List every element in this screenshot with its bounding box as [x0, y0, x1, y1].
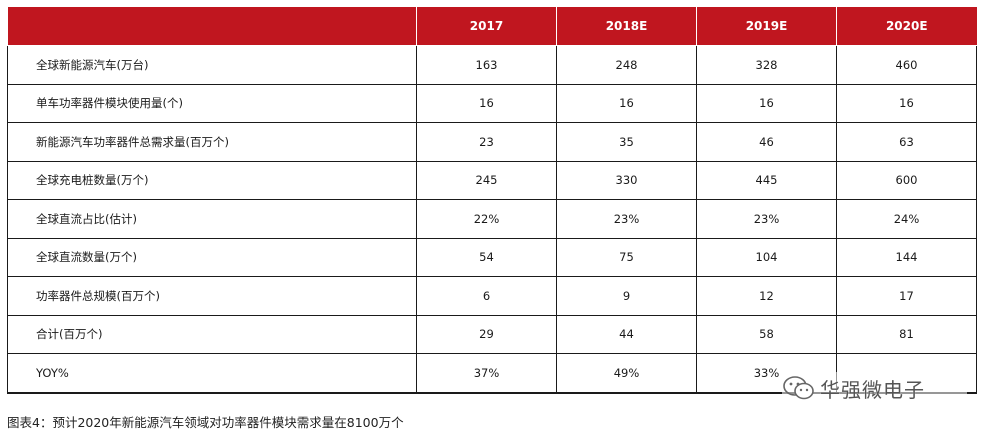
- table-cell: 23%: [696, 199, 837, 239]
- table-row: 新能源汽车功率器件总需求量(百万个) 23 35 46 63: [7, 122, 977, 162]
- watermark-text: 华强微电子: [820, 377, 925, 402]
- table-cell: 460: [836, 45, 977, 85]
- table-cell: 54: [416, 237, 557, 277]
- watermark: 华强微电子: [782, 372, 967, 404]
- table-cell: 24%: [836, 199, 977, 239]
- header-row: 2017 2018E 2019E 2020E: [7, 7, 977, 46]
- table-cell: 16: [416, 83, 557, 123]
- row-label: 全球直流占比(估计): [7, 199, 417, 239]
- row-label: 全球新能源汽车(万台): [7, 45, 417, 85]
- table-cell: 17: [836, 276, 977, 316]
- table-cell: 328: [696, 45, 837, 85]
- table-cell: 81: [836, 314, 977, 354]
- table-row: 单车功率器件模块使用量(个) 16 16 16 16: [7, 83, 977, 123]
- table-cell: 23%: [556, 199, 697, 239]
- table-cell: 22%: [416, 199, 557, 239]
- table-cell: 37%: [416, 353, 557, 394]
- table-cell: 600: [836, 160, 977, 200]
- table-row: 全球直流占比(估计) 22% 23% 23% 24%: [7, 199, 977, 239]
- table-cell: 144: [836, 237, 977, 277]
- table-cell: 63: [836, 122, 977, 162]
- table-row: 全球新能源汽车(万台) 163 248 328 460: [7, 45, 977, 85]
- table-row: 全球充电桩数量(万个) 245 330 445 600: [7, 160, 977, 200]
- row-label: 合计(百万个): [7, 314, 417, 354]
- table-cell: 23: [416, 122, 557, 162]
- table-cell: 248: [556, 45, 697, 85]
- table-cell: 75: [556, 237, 697, 277]
- header-cell-2018e: 2018E: [556, 7, 697, 46]
- row-label: YOY%: [7, 353, 417, 394]
- table-cell: 16: [556, 83, 697, 123]
- table-cell: 44: [556, 314, 697, 354]
- table-cell: 245: [416, 160, 557, 200]
- table-row: 全球直流数量(万个) 54 75 104 144: [7, 237, 977, 277]
- row-label: 全球充电桩数量(万个): [7, 160, 417, 200]
- wechat-icon: [783, 376, 814, 400]
- header-cell-label: [7, 7, 417, 46]
- table-cell: 12: [696, 276, 837, 316]
- table-cell: 445: [696, 160, 837, 200]
- table-cell: 46: [696, 122, 837, 162]
- table-cell: 104: [696, 237, 837, 277]
- table-cell: 9: [556, 276, 697, 316]
- table-cell: 16: [836, 83, 977, 123]
- header-cell-2020e: 2020E: [836, 7, 977, 46]
- header-cell-2019e: 2019E: [696, 7, 837, 46]
- table-cell: 35: [556, 122, 697, 162]
- table-cell: 29: [416, 314, 557, 354]
- figure-caption: 图表4：预计2020年新能源汽车领域对功率器件模块需求量在8100万个: [7, 415, 404, 430]
- table-cell: 49%: [556, 353, 697, 394]
- data-table: 2017 2018E 2019E 2020E 全球新能源汽车(万台) 163 2…: [7, 7, 977, 394]
- header-cell-2017: 2017: [416, 7, 557, 46]
- table-row: 合计(百万个) 29 44 58 81: [7, 314, 977, 354]
- table-cell: 6: [416, 276, 557, 316]
- table-cell: 16: [696, 83, 837, 123]
- row-label: 新能源汽车功率器件总需求量(百万个): [7, 122, 417, 162]
- table-cell: 330: [556, 160, 697, 200]
- table-cell: 163: [416, 45, 557, 85]
- row-label: 功率器件总规模(百万个): [7, 276, 417, 316]
- row-label: 全球直流数量(万个): [7, 237, 417, 277]
- row-label: 单车功率器件模块使用量(个): [7, 83, 417, 123]
- table-cell: 58: [696, 314, 837, 354]
- table-row: 功率器件总规模(百万个) 6 9 12 17: [7, 276, 977, 316]
